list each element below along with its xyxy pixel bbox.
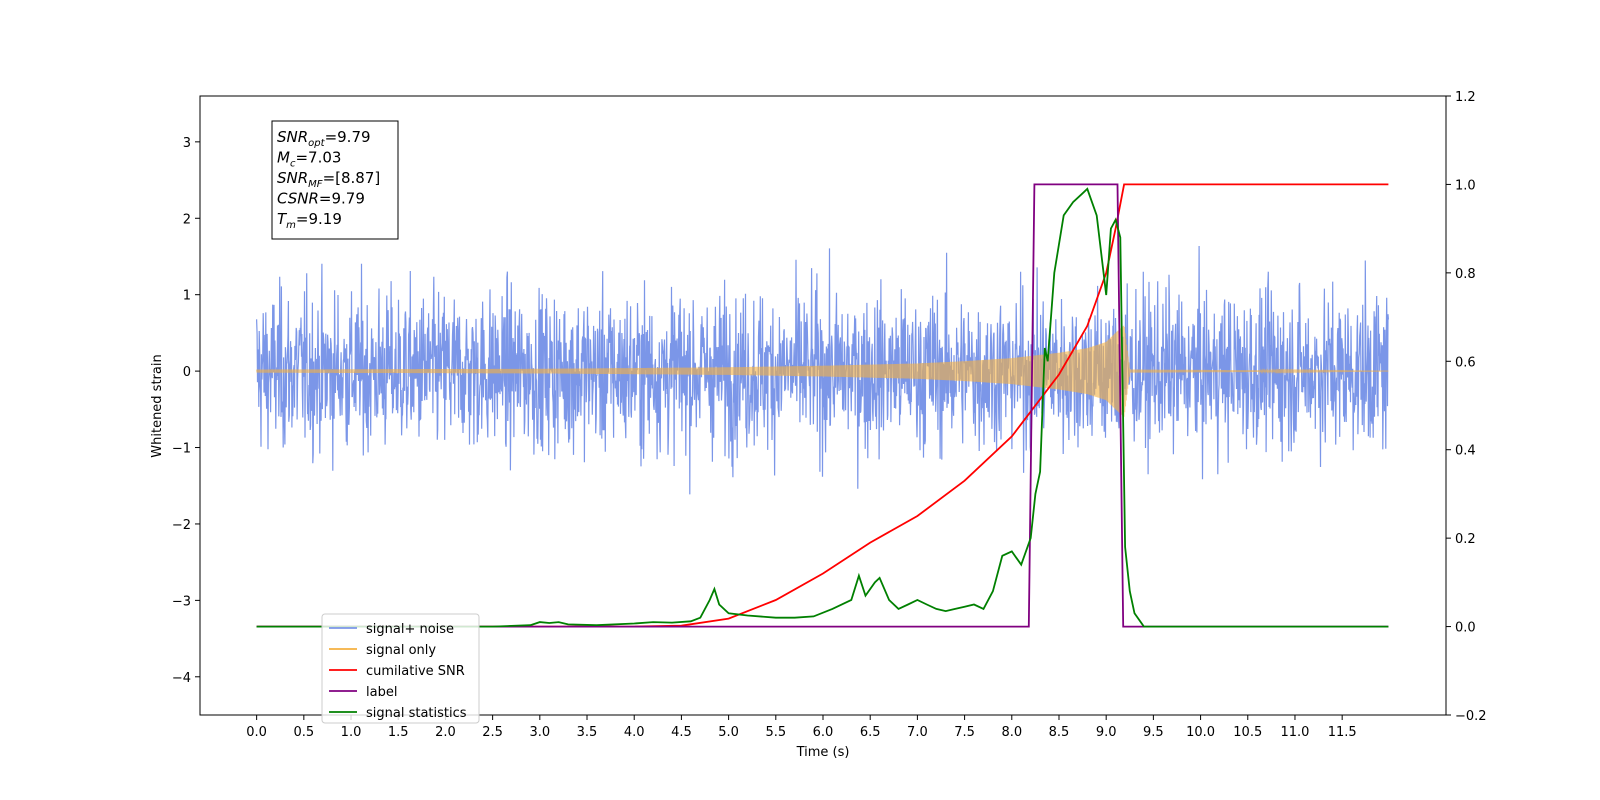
x-tick-label: 10.5 <box>1233 725 1262 740</box>
x-tick-label: 1.0 <box>341 725 362 740</box>
x-tick-label: 8.5 <box>1049 725 1070 740</box>
annotation-line: Mc=7.03 <box>277 149 341 170</box>
y-tick-label: −1 <box>172 442 191 457</box>
x-tick-label: 5.5 <box>765 725 786 740</box>
series-layer <box>256 183 1389 628</box>
x-tick-label: 4.0 <box>624 725 645 740</box>
legend-label: signal only <box>366 643 436 658</box>
y-right-tick-label: 0.8 <box>1455 267 1476 282</box>
y-tick-label: −2 <box>172 518 191 533</box>
y-tick-label: −3 <box>172 594 191 609</box>
legend-label: signal+ noise <box>366 622 454 637</box>
annotation-line: SNRMF=[8.87] <box>277 169 380 190</box>
annotation-frame <box>271 120 399 240</box>
series-signal-statistics <box>256 187 1389 628</box>
legend-items: signal+ noise signal only cumilative SNR la… <box>329 622 467 721</box>
y-axis-label: Whitened strain <box>150 354 165 457</box>
legend-label: cumilative SNR <box>366 664 465 679</box>
y-tick-label: 2 <box>183 212 191 227</box>
annotation-line: SNRopt=9.79 <box>277 128 371 149</box>
legend-frame <box>321 613 480 724</box>
x-tick-label: 0.0 <box>246 725 267 740</box>
series-cumulative-snr <box>256 183 1389 628</box>
y-right-tick-label: 1.2 <box>1455 90 1476 105</box>
x-tick-label: 0.5 <box>293 725 314 740</box>
y-right-tick-label: 0.6 <box>1455 355 1476 370</box>
x-tick-label: 11.5 <box>1328 725 1357 740</box>
x-tick-label: 11.0 <box>1280 725 1309 740</box>
x-tick-label: 1.5 <box>388 725 409 740</box>
y-tick-label: 0 <box>183 365 191 380</box>
y-right-tick-label: 0.4 <box>1455 444 1476 459</box>
x-tick-label: 2.0 <box>435 725 456 740</box>
legend: signal+ noise signal only cumilative SNR la… <box>321 613 480 724</box>
x-tick-label: 3.0 <box>529 725 550 740</box>
x-axis-label: Time (s) <box>796 745 850 760</box>
annotation-line: CSNR=9.79 <box>277 190 365 208</box>
y-tick-label: 1 <box>183 289 191 304</box>
x-tick-label: 7.5 <box>954 725 975 740</box>
axes-layer: 0.0 0.5 1.0 1.5 2.0 2.5 3.0 3.5 4.0 4.5 5.0 5.5 6.0 6… <box>172 90 1487 740</box>
y-right-tick-label: 1.0 <box>1455 178 1476 193</box>
x-tick-label: 7.0 <box>907 725 928 740</box>
x-tick-label: 10.0 <box>1186 725 1215 740</box>
y-tick-label: 3 <box>183 136 191 151</box>
y-right-tick-label: −0.2 <box>1455 709 1487 724</box>
y-right-tick-label: 0.0 <box>1455 621 1476 636</box>
x-tick-label: 9.5 <box>1143 725 1164 740</box>
y-right-tick-label: 0.2 <box>1455 532 1476 547</box>
x-tick-label: 6.5 <box>860 725 881 740</box>
x-tick-label: 4.5 <box>671 725 692 740</box>
series-signal-only <box>256 325 1389 417</box>
x-tick-label: 9.0 <box>1096 725 1117 740</box>
x-tick-label: 3.5 <box>577 725 598 740</box>
x-tick-label: 5.0 <box>718 725 739 740</box>
x-tick-label: 6.0 <box>813 725 834 740</box>
x-tick-label: 2.5 <box>482 725 503 740</box>
legend-label: signal statistics <box>366 706 467 721</box>
annotation-line: Tm=9.19 <box>277 210 342 231</box>
legend-label: label <box>366 685 397 700</box>
x-tick-label: 8.0 <box>1001 725 1022 740</box>
y-tick-label: −4 <box>172 671 191 686</box>
series-signal-noise <box>256 245 1389 495</box>
